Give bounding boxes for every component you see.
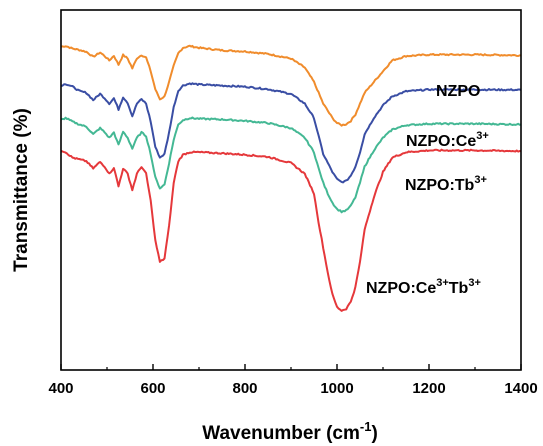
y-axis-title: Transmittance (%) (11, 108, 32, 272)
x-tick-label: 600 (140, 380, 165, 397)
series-line-4 (60, 148, 522, 312)
series-line-2 (61, 82, 522, 184)
x-tick-label: 800 (232, 380, 257, 397)
series-label-4: NZPO:Ce3+Tb3+ (366, 277, 481, 297)
x-ticks: 400 600 800 1000 1200 1400 (48, 364, 538, 397)
series-label-1: NZPO (436, 83, 480, 100)
series-line-1 (60, 44, 521, 127)
series-label-3: NZPO:Tb3+ (405, 174, 487, 194)
series-line-3 (60, 116, 522, 214)
series-layer (60, 44, 522, 312)
x-axis-title: Wavenumber (cm-1) (202, 419, 378, 444)
series-label-2: NZPO:Ce3+ (406, 130, 489, 150)
x-tick-label: 400 (48, 380, 73, 397)
x-tick-label: 1400 (504, 380, 537, 397)
x-tick-label: 1000 (320, 380, 353, 397)
series-labels: NZPO NZPO:Ce3+ NZPO:Tb3+ NZPO:Ce3+Tb3+ (366, 83, 489, 297)
x-tick-label: 1200 (412, 380, 445, 397)
